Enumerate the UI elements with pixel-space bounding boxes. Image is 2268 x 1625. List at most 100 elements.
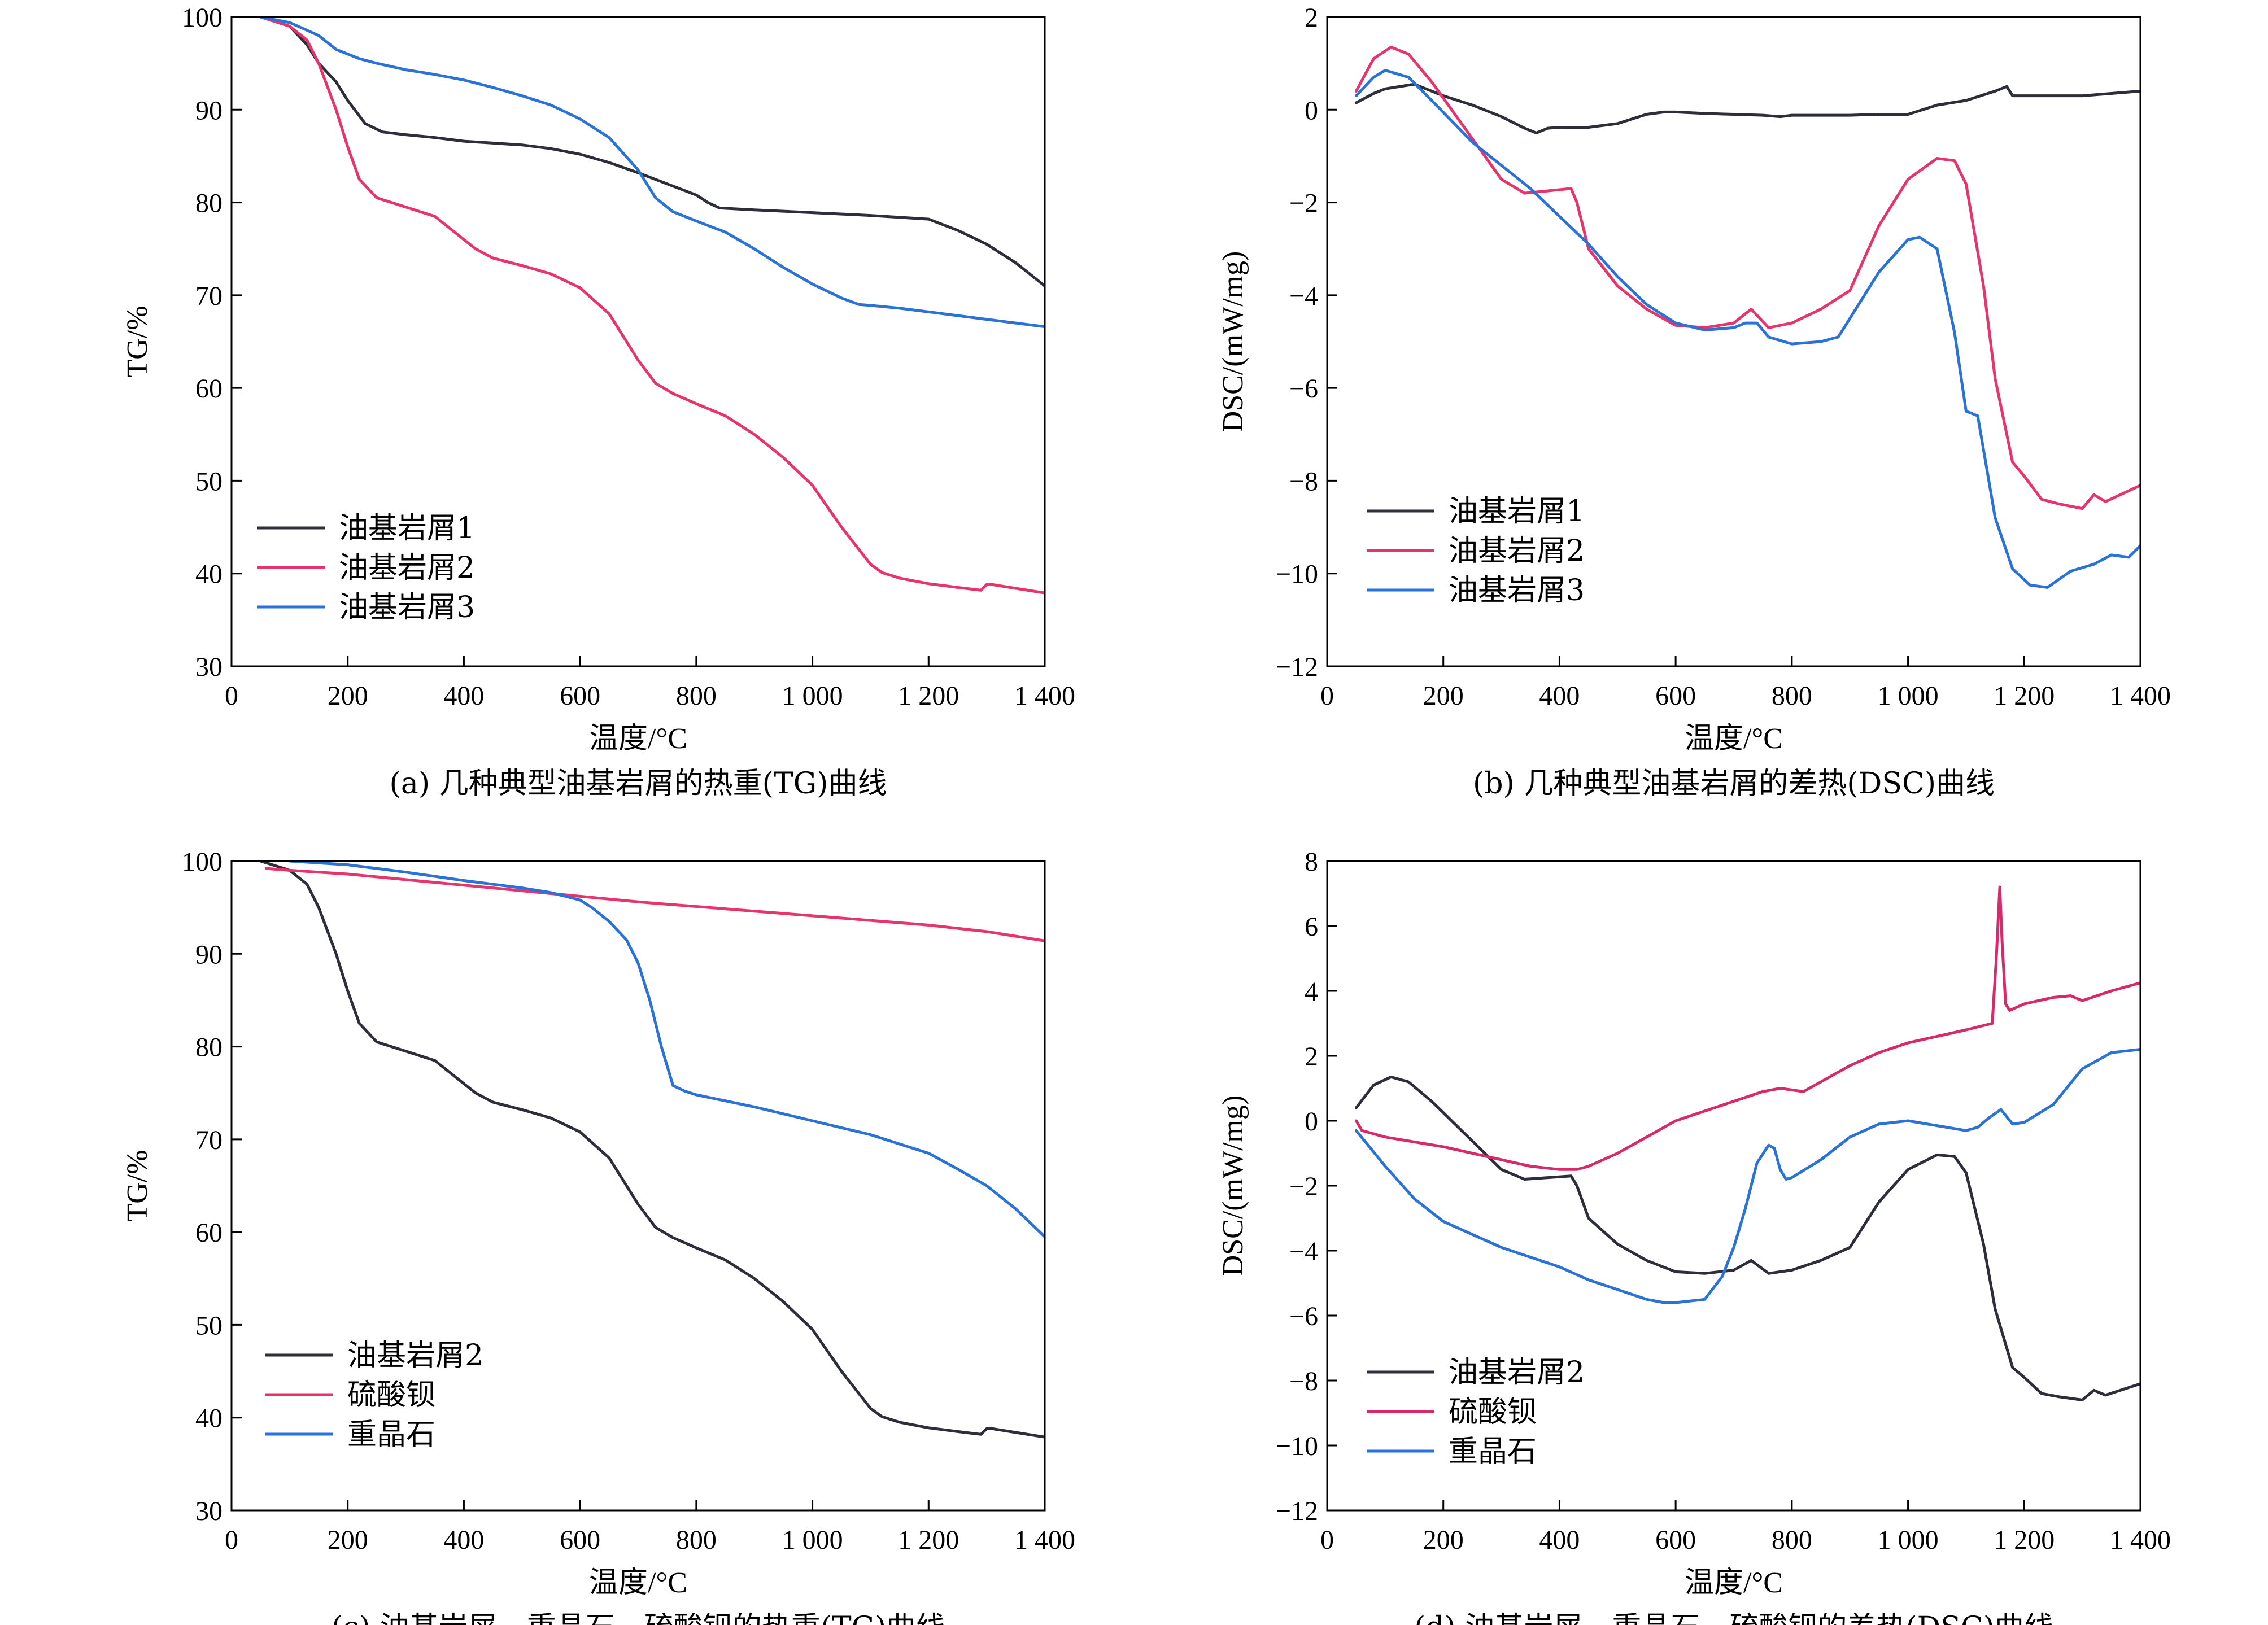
x-axis-title: 温度/°C [589,1567,687,1599]
y-tick-label: 70 [195,281,223,311]
x-tick-label: 1 000 [782,1525,843,1555]
y-tick-label: 90 [195,940,223,969]
x-tick-label: 1 200 [1994,1525,2055,1555]
series-line-2 [1354,45,2140,510]
series-line-2 [1354,885,2140,1171]
y-tick-label: −4 [1289,281,1318,311]
y-tick-label: 4 [1305,977,1318,1007]
x-tick-label: 400 [1539,1525,1580,1555]
legend-label: 油基岩屑1 [1449,495,1585,528]
x-tick-label: 1 400 [2110,1525,2171,1555]
legend-label: 硫酸钡 [347,1378,435,1412]
chart-panel-1: 0 200 400 600 800 1 000 1 200 1 400 30 40 50 60 70 80… [121,3,1075,801]
x-tick-label: 800 [676,681,717,711]
x-tick-label: 800 [1772,1525,1812,1555]
x-tick-label: 0 [225,1525,238,1555]
legend-label: 重晶石 [1449,1435,1537,1469]
y-tick-label: 0 [1305,95,1318,125]
series-line-3 [259,17,1045,329]
x-tick-label: 200 [1423,681,1464,711]
chart-caption: (d) 油基岩屑、重晶石、硫酸钡的差热(DSC)曲线 [1414,1611,2053,1625]
y-tick-label: 100 [182,847,223,877]
series-line-3 [1354,1048,2140,1304]
y-tick-label: 0 [1305,1107,1318,1137]
y-tick-label: 6 [1305,912,1318,942]
chart-panel-4: 0 200 400 600 800 1 000 1 200 1 400 −12 −10 −8 −6 −4… [1217,847,2171,1625]
plot-frame [230,860,1046,1512]
chart-caption: (a) 几种典型油基岩屑的热重(TG)曲线 [390,767,887,801]
x-tick-label: 1 200 [1994,681,2055,711]
series-line-3 [288,861,1045,1238]
y-tick-label: 60 [195,1218,223,1248]
plot-frame [230,16,1046,667]
y-tick-label: 30 [195,652,223,682]
legend-label: 油基岩屑2 [1449,1356,1585,1390]
y-axis-title: DSC/(mW/mg) [1217,251,1249,433]
y-tick-label: 2 [1305,1042,1318,1072]
y-tick-label: −12 [1276,1496,1318,1526]
x-tick-label: 400 [443,681,484,711]
legend-label: 油基岩屑3 [1449,574,1585,608]
x-axis-title: 温度/°C [1685,723,1783,755]
y-axis-title: TG/% [121,1150,154,1221]
series-line-1 [1354,82,2140,134]
y-tick-label: 2 [1305,3,1318,33]
chart-panel-2: 0 200 400 600 800 1 000 1 200 1 400 −12 −10 −8 −6 −4… [1217,3,2171,801]
legend-label: 油基岩屑2 [339,551,475,585]
y-tick-label: 70 [195,1125,223,1155]
x-tick-label: 1 200 [898,1525,959,1555]
x-tick-label: 200 [328,681,368,711]
legend-label: 油基岩屑2 [1449,534,1585,568]
x-tick-label: 1 000 [1878,681,1939,711]
x-tick-label: 600 [1655,681,1696,711]
x-tick-label: 600 [1655,1525,1696,1555]
y-tick-label: −10 [1276,1431,1318,1461]
y-tick-label: 30 [195,1496,223,1526]
y-axis-title: TG/% [121,305,154,377]
x-tick-label: 1 400 [1014,681,1075,711]
series-line-1 [1354,1075,2140,1401]
plot-frame [1326,16,2141,667]
legend-label: 硫酸钡 [1449,1395,1537,1429]
legend: 油基岩屑1 油基岩屑2 油基岩屑3 [1367,495,1585,608]
x-tick-label: 600 [560,681,600,711]
x-tick-label: 0 [1320,1525,1334,1555]
x-axis-title: 温度/°C [589,723,687,755]
y-tick-label: −8 [1289,466,1318,496]
legend-label: 油基岩屑3 [339,591,475,624]
y-tick-label: 100 [182,3,223,33]
legend-label: 油基岩屑2 [347,1339,483,1373]
legend-label: 重晶石 [347,1418,435,1452]
x-tick-label: 1 000 [1878,1525,1939,1555]
x-tick-label: 1 000 [782,681,843,711]
y-tick-label: 50 [195,466,223,496]
y-tick-label: 80 [195,189,223,219]
x-tick-label: 800 [1772,681,1812,711]
y-tick-label: 60 [195,374,223,404]
y-axis-title: DSC/(mW/mg) [1217,1095,1249,1277]
x-tick-label: 0 [225,681,238,711]
series-line-2 [259,17,1045,595]
y-tick-label: −4 [1289,1237,1318,1266]
y-tick-label: −12 [1276,652,1318,682]
x-tick-label: 200 [1423,1525,1464,1555]
y-tick-label: 40 [195,560,223,589]
chart-caption: (c) 油基岩屑、重晶石、硫酸钡的热重(TG)曲线 [331,1611,945,1625]
y-tick-label: 40 [195,1404,223,1434]
x-tick-label: 400 [1539,681,1580,711]
legend: 油基岩屑1 油基岩屑2 油基岩屑3 [257,512,475,624]
legend-label: 油基岩屑1 [339,512,475,545]
x-tick-label: 1 200 [898,681,959,711]
chart-caption: (b) 几种典型油基岩屑的差热(DSC)曲线 [1473,767,1995,801]
series-line-3 [1354,69,2140,589]
x-tick-label: 1 400 [1014,1525,1075,1555]
y-tick-label: −10 [1276,560,1318,589]
y-tick-label: −8 [1289,1366,1318,1396]
y-tick-label: 80 [195,1033,223,1063]
y-tick-label: 90 [195,95,223,125]
y-tick-label: −6 [1289,374,1318,404]
x-tick-label: 0 [1320,681,1334,711]
